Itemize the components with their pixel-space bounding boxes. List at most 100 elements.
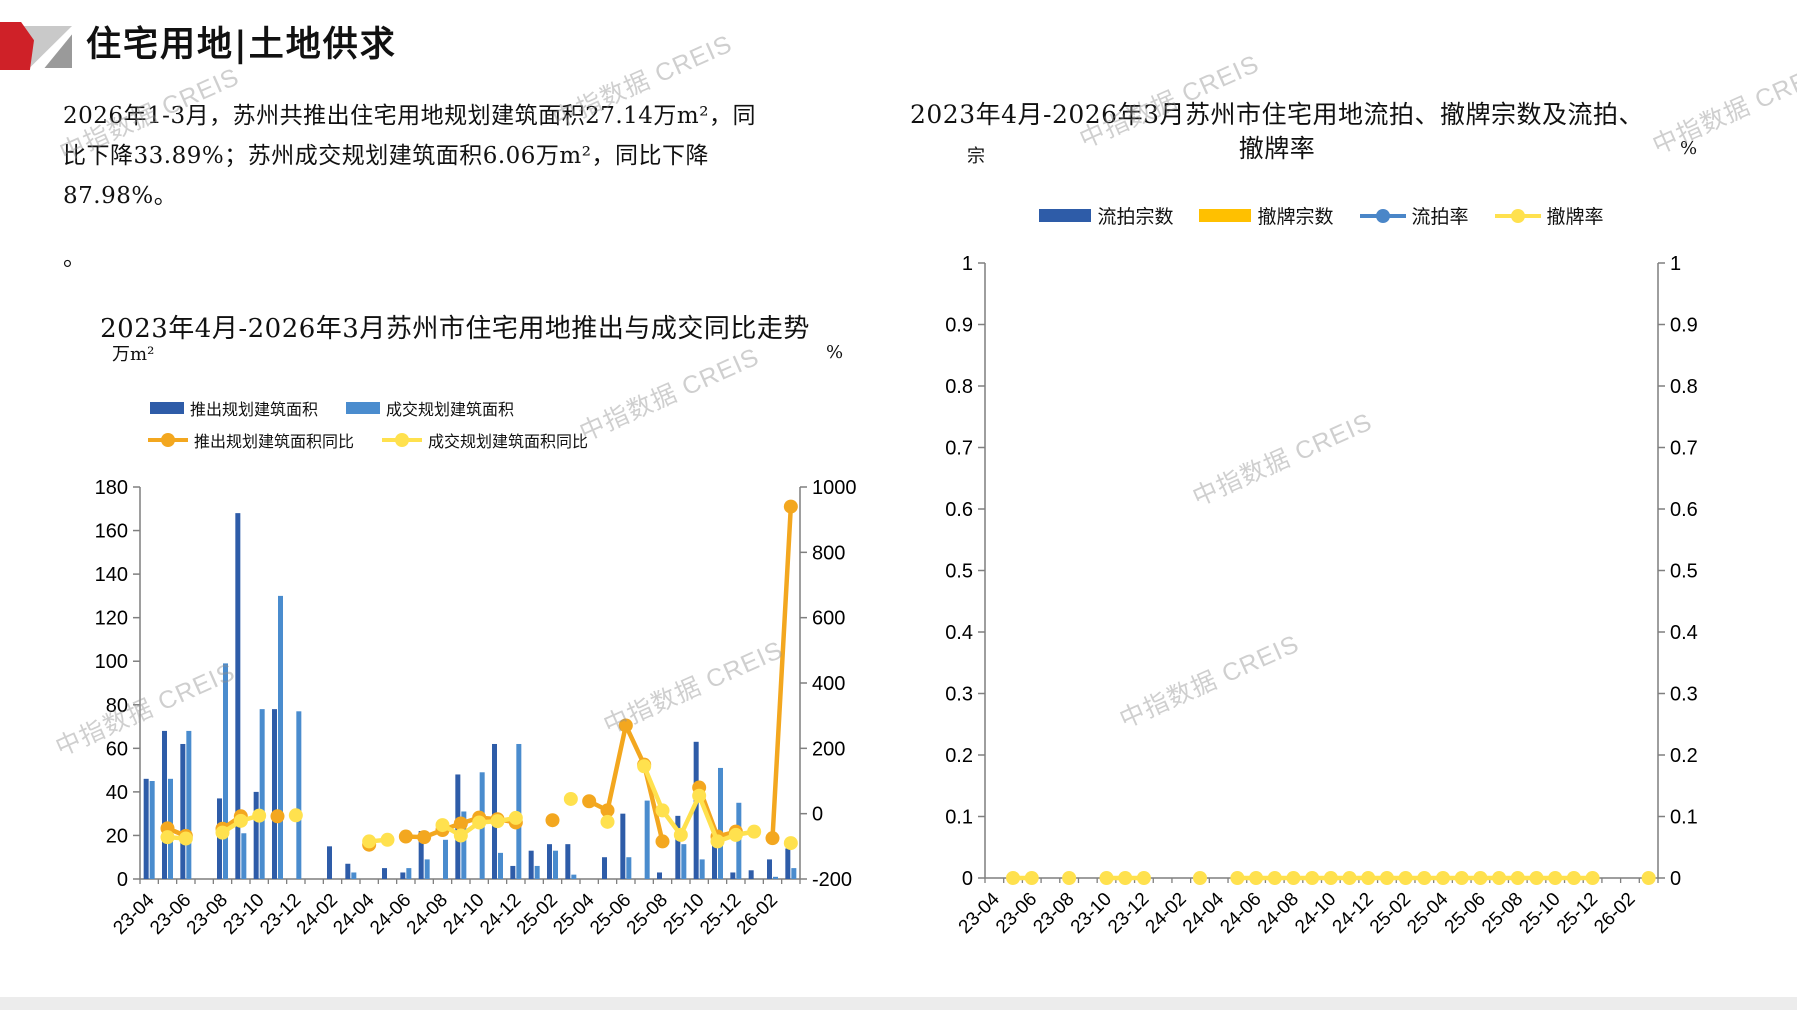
svg-text:26-02: 26-02	[1590, 889, 1639, 938]
svg-text:0.3: 0.3	[945, 684, 973, 706]
right-chart-unit-right: %	[1680, 138, 1698, 159]
svg-text:20: 20	[106, 825, 128, 847]
right-chart-title: 2023年4月-2026年3月苏州市住宅用地流拍、撤牌宗数及流拍、撤牌率	[909, 100, 1644, 163]
svg-text:-200: -200	[812, 869, 852, 891]
brand-logo-icon	[0, 20, 78, 72]
footer-strip	[0, 997, 1797, 1010]
svg-text:24-04: 24-04	[329, 889, 379, 939]
svg-text:25-06: 25-06	[586, 890, 635, 939]
svg-text:0.1: 0.1	[945, 807, 973, 829]
legend-label: 撤牌率	[1546, 206, 1604, 228]
page-title: 住宅用地|土地供求	[86, 24, 397, 65]
svg-text:600: 600	[812, 608, 845, 630]
svg-text:25-08: 25-08	[623, 890, 672, 939]
svg-text:25-10: 25-10	[659, 890, 708, 939]
legend-label: 推出规划建筑面积	[190, 400, 319, 419]
legend-label: 流拍率	[1411, 206, 1469, 228]
svg-text:25-06: 25-06	[1441, 889, 1490, 938]
svg-text:24-12: 24-12	[476, 890, 525, 939]
svg-text:120: 120	[95, 608, 128, 630]
left-chart-legend-row-1: 推出规划建筑面积 成交规划建筑面积	[150, 396, 514, 420]
svg-text:0.2: 0.2	[945, 745, 973, 767]
svg-text:0: 0	[962, 868, 973, 890]
svg-text:0.3: 0.3	[1670, 684, 1698, 706]
legend-line-swatch-icon	[1494, 208, 1541, 223]
left-chart-title: 2023年4月-2026年3月苏州市住宅用地推出与成交同比走势	[100, 314, 810, 344]
svg-text:140: 140	[95, 564, 128, 586]
svg-text:0.1: 0.1	[1670, 807, 1698, 829]
svg-text:25-02: 25-02	[1366, 889, 1415, 938]
right-auction-chart-plot: 0 0.1 0.2 0.3 0.4 0.5 0.6 0.7 0.8 0.9 1 0 0.1 0.2 0.3 0…	[945, 253, 1698, 938]
svg-text:25-10: 25-10	[1515, 889, 1564, 938]
svg-text:0.8: 0.8	[945, 376, 973, 398]
legend-item-push-yoy: 推出规划建筑面积同比	[148, 428, 354, 452]
legend-label: 成交规划建筑面积	[386, 400, 515, 419]
legend-bar-swatch-icon	[346, 402, 381, 414]
svg-text:0.5: 0.5	[945, 561, 973, 583]
svg-text:100: 100	[95, 651, 128, 673]
svg-text:200: 200	[812, 738, 845, 760]
svg-text:23-04: 23-04	[109, 889, 159, 939]
svg-text:24-02: 24-02	[1142, 889, 1191, 938]
legend-line-swatch-icon	[382, 433, 423, 447]
legend-item-deal-area: 成交规划建筑面积	[346, 396, 514, 420]
legend-item-withdraw-rate: 撤牌率	[1494, 202, 1604, 229]
legend-line-swatch-icon	[148, 433, 188, 447]
svg-text:24-10: 24-10	[439, 890, 488, 939]
svg-text:24-08: 24-08	[1254, 889, 1303, 938]
svg-text:80: 80	[106, 695, 128, 717]
svg-text:24-06: 24-06	[366, 890, 415, 939]
svg-text:23-06: 23-06	[146, 890, 195, 939]
svg-text:23-08: 23-08	[1029, 889, 1078, 938]
svg-text:23-10: 23-10	[219, 890, 268, 939]
svg-text:0: 0	[117, 869, 128, 891]
legend-item-failed-auction-rate: 流拍率	[1359, 202, 1469, 229]
svg-text:24-08: 24-08	[403, 890, 452, 939]
svg-text:26-02: 26-02	[733, 890, 782, 939]
legend-line-swatch-icon	[1359, 208, 1406, 223]
svg-text:1: 1	[962, 253, 973, 275]
svg-text:60: 60	[106, 738, 128, 760]
svg-text:25-04: 25-04	[549, 889, 599, 939]
right-chart-legend: 流拍宗数 撤牌宗数 流拍率 撤牌率	[985, 202, 1658, 229]
intro-paragraph-continuation: 。	[63, 245, 86, 271]
left-land-supply-chart-plot: 0 20 40 60 80 100 120 140 160 180 -200 0 200 400 600 80…	[95, 477, 857, 939]
legend-item-withdrawn-count: 撤牌宗数	[1199, 202, 1334, 229]
svg-text:0.8: 0.8	[1670, 376, 1698, 398]
svg-text:0.7: 0.7	[1670, 438, 1698, 460]
svg-text:0.7: 0.7	[945, 438, 973, 460]
legend-bar-swatch-icon	[1199, 209, 1252, 222]
right-chart-unit-left: 宗	[967, 146, 985, 167]
svg-text:1000: 1000	[812, 477, 857, 499]
legend-label: 撤牌宗数	[1257, 206, 1334, 228]
left-chart-unit-left: 万m²	[112, 344, 155, 365]
legend-item-deal-yoy: 成交规划建筑面积同比	[382, 428, 588, 452]
svg-text:25-04: 25-04	[1403, 888, 1453, 938]
intro-paragraph: 2026年1-3月，苏州共推出住宅用地规划建筑面积27.14万m²，同比下降33…	[63, 103, 756, 209]
svg-text:0.6: 0.6	[945, 499, 973, 521]
svg-text:0.9: 0.9	[945, 315, 973, 337]
svg-text:40: 40	[106, 782, 128, 804]
svg-text:0.2: 0.2	[1670, 745, 1698, 767]
svg-text:24-10: 24-10	[1291, 889, 1340, 938]
svg-text:25-08: 25-08	[1478, 889, 1527, 938]
svg-text:0.9: 0.9	[1670, 315, 1698, 337]
svg-text:23-10: 23-10	[1067, 889, 1116, 938]
svg-text:23-12: 23-12	[256, 890, 305, 939]
svg-text:0: 0	[812, 804, 823, 826]
svg-text:23-04: 23-04	[955, 888, 1005, 938]
svg-text:160: 160	[95, 521, 128, 543]
svg-text:24-02: 24-02	[293, 890, 342, 939]
legend-bar-swatch-icon	[1039, 209, 1092, 222]
svg-text:180: 180	[95, 477, 128, 499]
svg-text:25-02: 25-02	[513, 890, 562, 939]
left-chart-unit-right: %	[826, 342, 844, 363]
svg-text:0.6: 0.6	[1670, 499, 1698, 521]
svg-text:23-06: 23-06	[992, 889, 1041, 938]
svg-text:24-06: 24-06	[1216, 889, 1265, 938]
svg-text:24-04: 24-04	[1179, 888, 1229, 938]
left-chart-legend-row-2: 推出规划建筑面积同比 成交规划建筑面积同比	[148, 428, 588, 452]
svg-text:1: 1	[1670, 253, 1681, 275]
